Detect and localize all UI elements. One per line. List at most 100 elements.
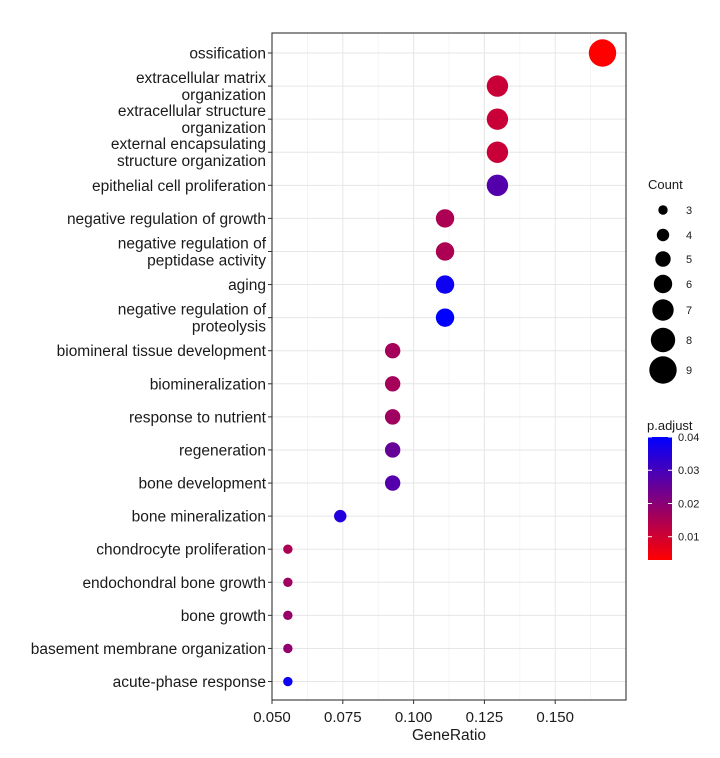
point-negative-regulation-of-growth xyxy=(435,209,455,228)
y-label-line: acute-phase response xyxy=(113,674,266,691)
y-label: aging xyxy=(228,277,266,294)
y-label: negative regulation of peptidase activity xyxy=(118,236,267,270)
point-basement-membrane-organization xyxy=(283,643,293,654)
y-label-line: negative regulation of growth xyxy=(67,211,266,228)
y-label-line: biomineralization xyxy=(150,376,266,393)
count-legend-label: 5 xyxy=(686,254,692,266)
y-label-line: biomineral tissue development xyxy=(57,343,267,360)
point-chondrocyte-proliferation xyxy=(283,544,293,554)
count-legend-label: 6 xyxy=(686,279,692,291)
point-negative-regulation-of-peptidase-activity xyxy=(435,242,455,261)
y-label: endochondral bone growth xyxy=(82,575,266,592)
y-label-line: external encapsulating xyxy=(111,136,266,153)
y-label-line: organization xyxy=(182,120,266,137)
point-extracellular-structure-organization xyxy=(486,108,509,130)
p-adjust-colorbar xyxy=(648,437,672,560)
y-label-line: endochondral bone growth xyxy=(82,575,266,592)
y-label-line: negative regulation of xyxy=(118,236,267,253)
count-legend-label: 3 xyxy=(686,205,692,217)
x-axis: 0.050 0.075 0.100 0.125 0.150 xyxy=(253,700,574,726)
colorbar-label: 0.01 xyxy=(678,532,699,544)
y-label-line: ossification xyxy=(189,46,266,63)
y-label-line: epithelial cell proliferation xyxy=(92,178,266,195)
count-legend-label: 8 xyxy=(686,335,692,347)
count-legend-label: 4 xyxy=(686,230,692,242)
point-aging xyxy=(435,275,455,294)
y-label: response to nutrient xyxy=(129,409,267,426)
count-legend-dot xyxy=(650,327,676,353)
y-label-line: response to nutrient xyxy=(129,409,267,426)
y-label-line: bone growth xyxy=(181,608,266,625)
y-label: bone mineralization xyxy=(132,509,266,526)
x-tick-label: 0.075 xyxy=(324,709,362,726)
y-label-line: regeneration xyxy=(179,443,266,460)
y-label: negative regulation of growth xyxy=(67,211,266,228)
y-label-line: bone development xyxy=(138,476,266,493)
x-tick-label: 0.150 xyxy=(536,709,574,726)
count-legend-dot xyxy=(656,228,670,242)
point-epithelial-cell-proliferation xyxy=(486,174,509,197)
x-axis-title: GeneRatio xyxy=(412,727,486,744)
y-label: biomineral tissue development xyxy=(57,343,267,360)
y-label: basement membrane organization xyxy=(31,641,266,658)
grid xyxy=(271,33,626,700)
count-legend-title: Count xyxy=(648,177,683,192)
count-legend: Count 3 4 5 6 7 8 9 xyxy=(648,177,692,384)
y-label-line: organization xyxy=(182,87,266,104)
y-label: regeneration xyxy=(179,443,266,460)
y-label-line: extracellular structure xyxy=(118,103,266,120)
y-label: chondrocyte proliferation xyxy=(96,542,266,559)
count-legend-dot xyxy=(649,356,677,384)
y-label-line: proteolysis xyxy=(192,319,266,336)
y-label-line: extracellular matrix xyxy=(136,70,266,87)
y-label-line: aging xyxy=(228,277,266,294)
y-label-line: negative regulation of xyxy=(118,302,267,319)
colorbar-label: 0.04 xyxy=(678,432,699,444)
panel-border xyxy=(271,32,627,701)
count-legend-label: 7 xyxy=(686,305,692,317)
y-label-line: peptidase activity xyxy=(147,253,266,270)
x-tick-label: 0.100 xyxy=(395,709,433,726)
p-adjust-legend-title: p.adjust xyxy=(647,418,693,433)
y-label-line: structure organization xyxy=(117,153,266,170)
y-label-line: chondrocyte proliferation xyxy=(96,542,266,559)
count-legend-dot xyxy=(652,299,674,321)
point-external-encapsulating-structure-organization xyxy=(486,141,509,163)
y-label: extracellular matrix organization xyxy=(136,70,266,104)
y-label: ossification xyxy=(189,46,266,63)
x-tick-label: 0.125 xyxy=(466,709,504,726)
point-regeneration xyxy=(384,442,401,458)
point-extracellular-matrix-organization xyxy=(486,75,509,97)
point-endochondral-bone-growth xyxy=(283,577,293,587)
point-bone-development xyxy=(384,475,401,491)
y-label: bone growth xyxy=(181,608,266,625)
point-biomineralization xyxy=(384,376,401,392)
colorbar-label: 0.03 xyxy=(678,465,699,477)
point-bone-growth xyxy=(283,610,293,621)
point-bone-mineralization xyxy=(334,509,347,523)
y-label: external encapsulating structure organiza… xyxy=(111,136,266,170)
p-adjust-legend: p.adjust 0.01 0.02 0.03 0.04 xyxy=(647,418,699,560)
point-acute-phase-response xyxy=(283,676,293,687)
y-label: biomineralization xyxy=(150,376,266,393)
y-label: bone development xyxy=(138,476,266,493)
count-legend-dot xyxy=(658,205,668,215)
data-points xyxy=(283,39,617,687)
y-label-line: bone mineralization xyxy=(132,509,266,526)
y-label-line: basement membrane organization xyxy=(31,641,266,658)
count-legend-dot xyxy=(655,251,671,267)
point-ossification xyxy=(588,39,617,67)
count-legend-dot xyxy=(653,274,673,294)
y-label: negative regulation of proteolysis xyxy=(118,302,267,336)
y-label: epithelial cell proliferation xyxy=(92,178,266,195)
x-tick-label: 0.050 xyxy=(253,709,291,726)
colorbar-label: 0.02 xyxy=(678,498,699,510)
point-biomineral-tissue-development xyxy=(384,343,401,359)
count-legend-label: 9 xyxy=(686,365,692,377)
y-label: acute-phase response xyxy=(113,674,266,691)
point-response-to-nutrient xyxy=(384,409,401,425)
point-negative-regulation-of-proteolysis xyxy=(435,308,455,327)
y-label: extracellular structure organization xyxy=(118,103,266,137)
